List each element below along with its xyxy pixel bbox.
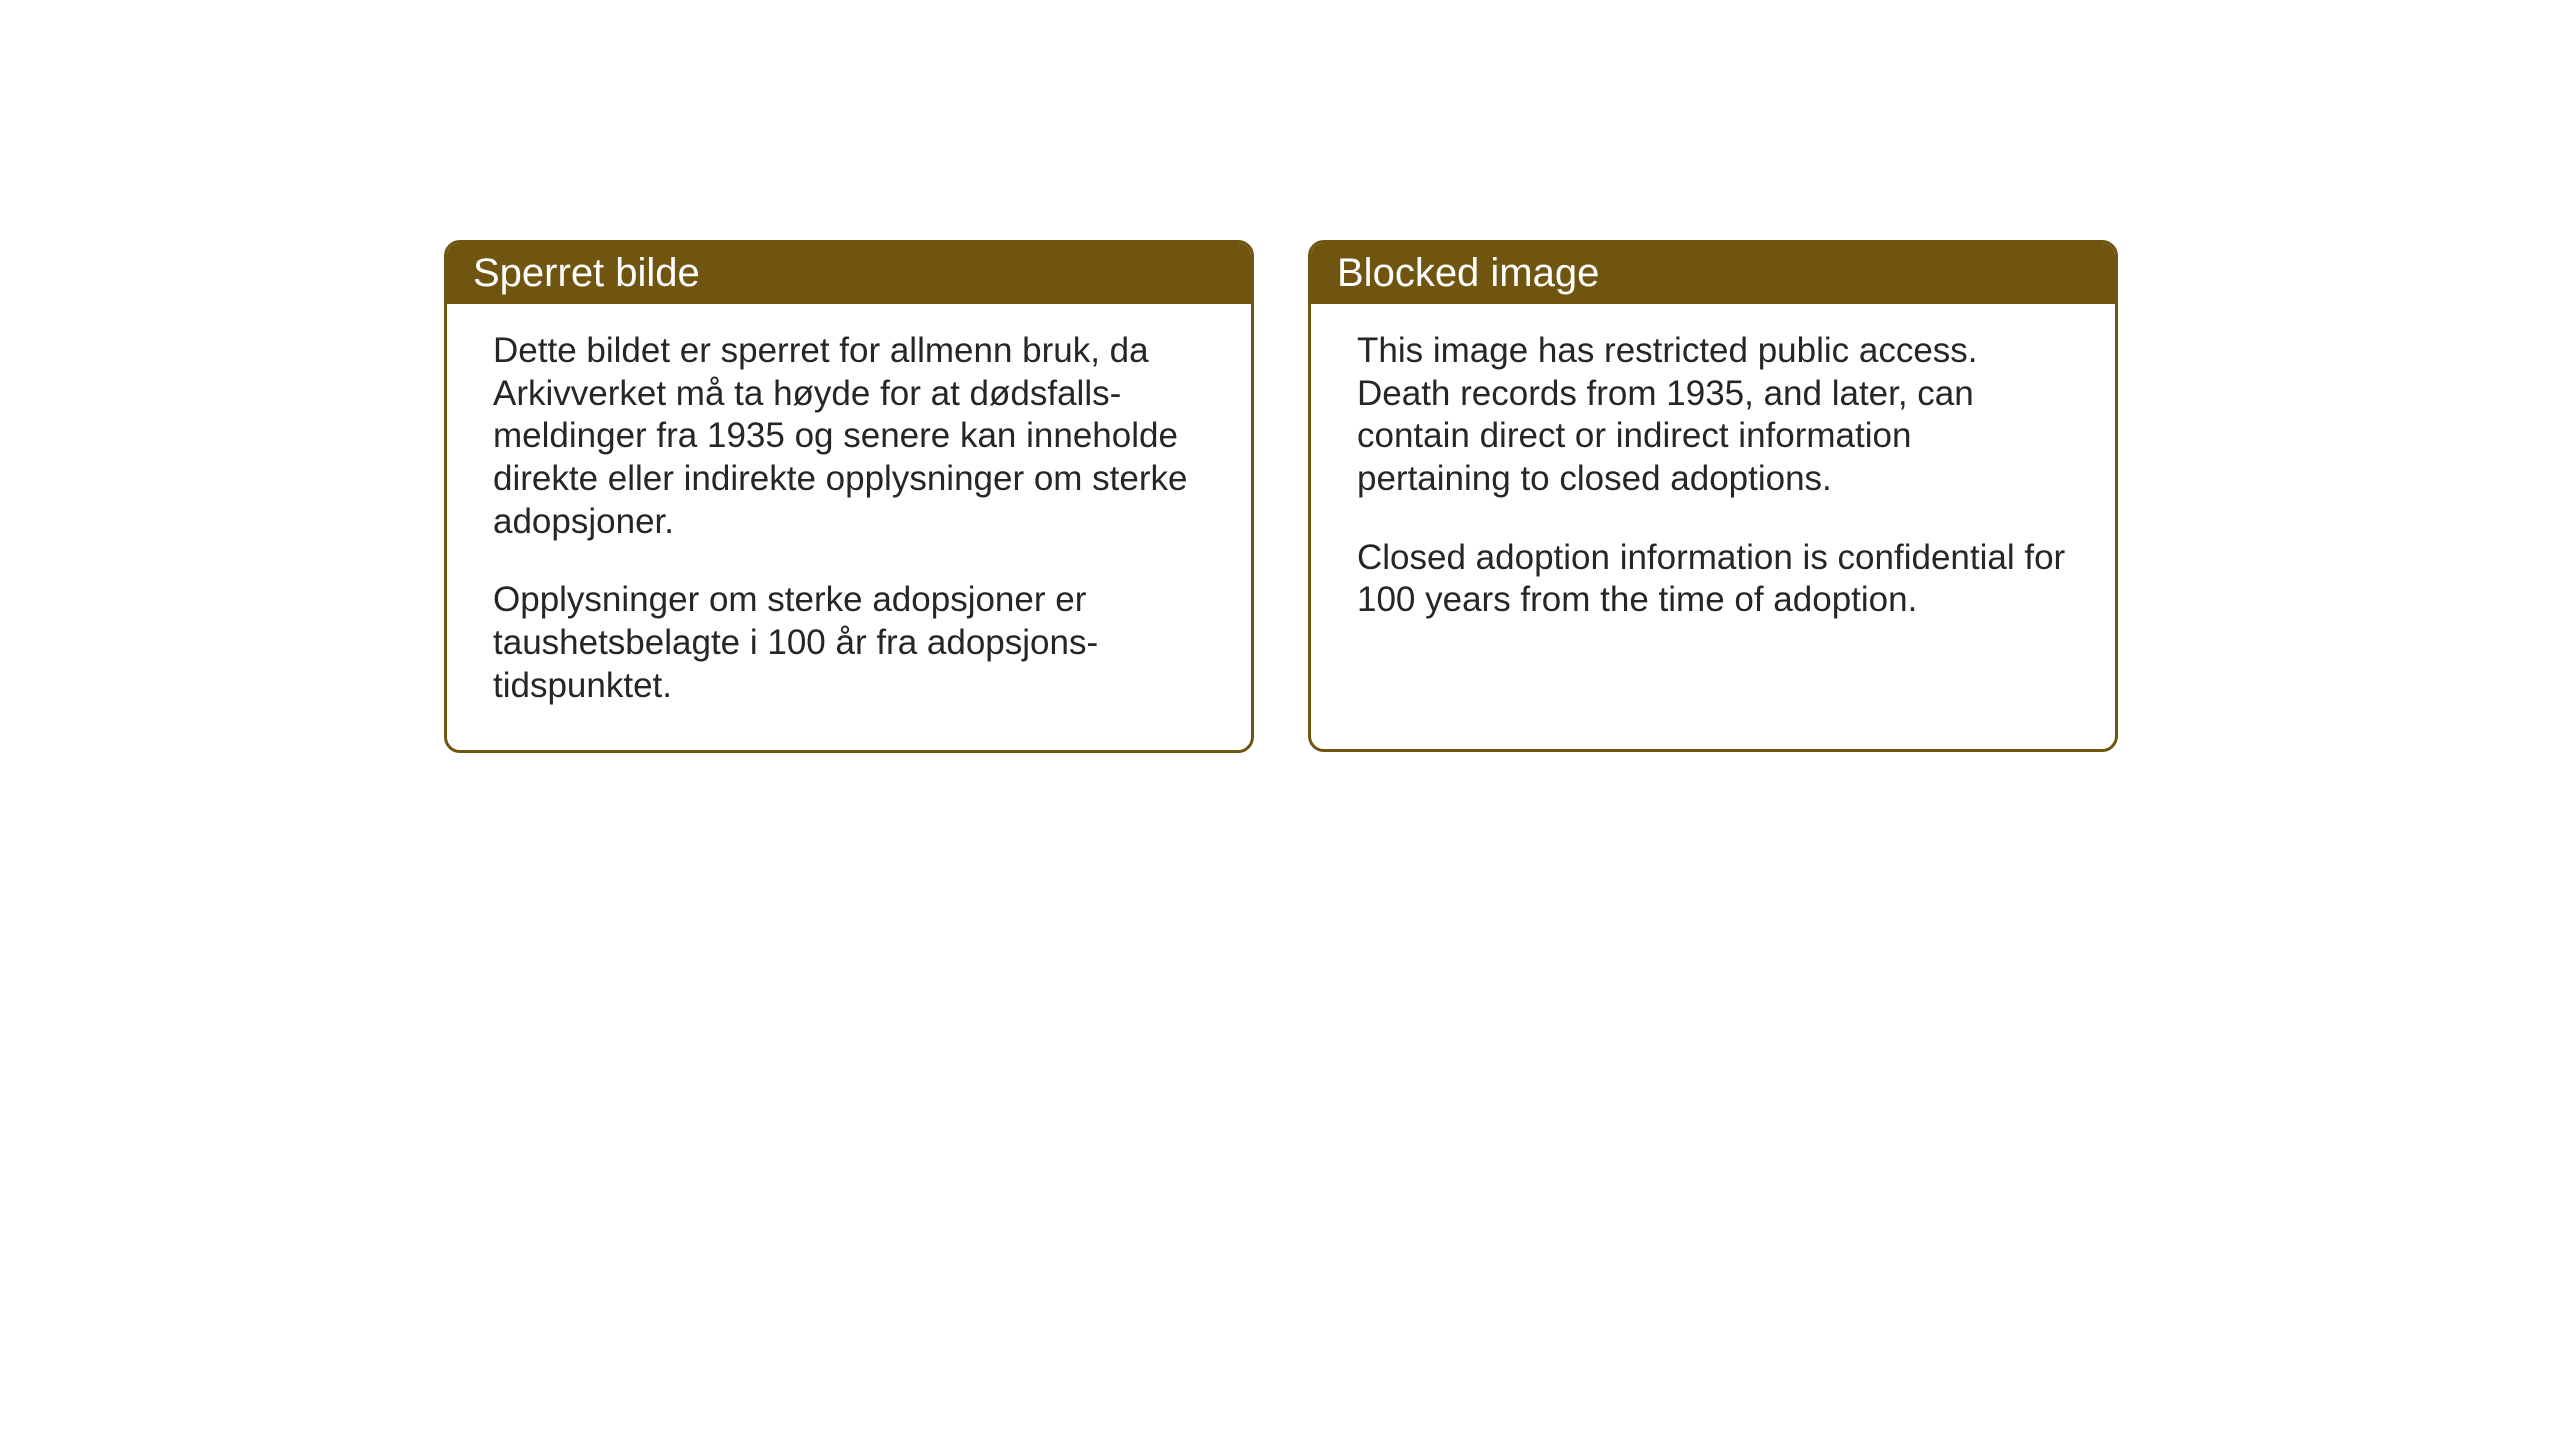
paragraph-1-english: This image has restricted public access.… xyxy=(1357,330,2069,501)
paragraph-1-norwegian: Dette bildet er sperret for allmenn bruk… xyxy=(493,330,1205,543)
card-header-english: Blocked image xyxy=(1311,243,2115,304)
card-title-english: Blocked image xyxy=(1337,251,1599,295)
notice-cards-container: Sperret bilde Dette bildet er sperret fo… xyxy=(444,240,2118,753)
card-body-english: This image has restricted public access.… xyxy=(1311,304,2115,664)
card-body-norwegian: Dette bildet er sperret for allmenn bruk… xyxy=(447,304,1251,750)
notice-card-norwegian: Sperret bilde Dette bildet er sperret fo… xyxy=(444,240,1254,753)
card-header-norwegian: Sperret bilde xyxy=(447,243,1251,304)
notice-card-english: Blocked image This image has restricted … xyxy=(1308,240,2118,752)
paragraph-2-norwegian: Opplysninger om sterke adopsjoner er tau… xyxy=(493,579,1205,707)
card-title-norwegian: Sperret bilde xyxy=(473,251,700,295)
paragraph-2-english: Closed adoption information is confident… xyxy=(1357,537,2069,622)
